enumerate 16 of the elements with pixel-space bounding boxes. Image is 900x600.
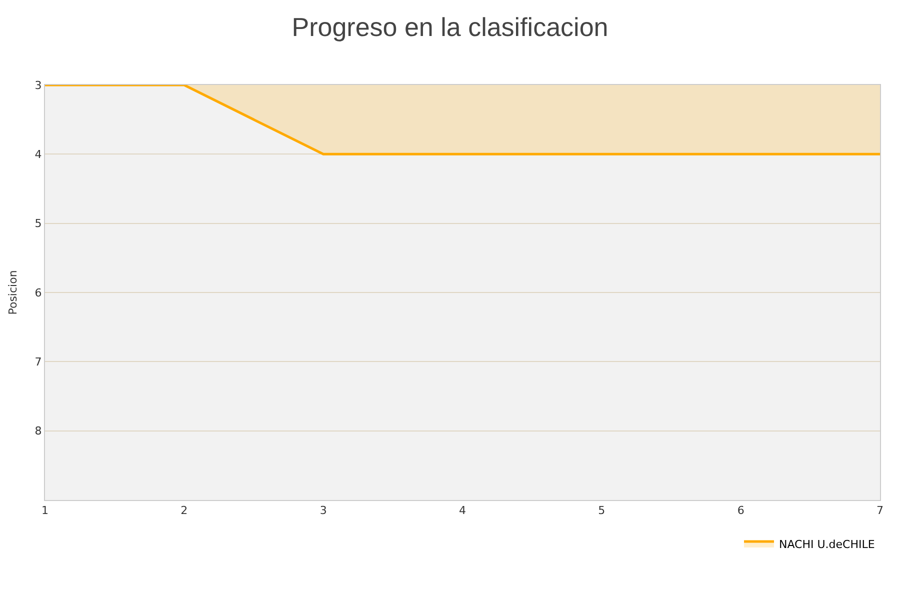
legend-label: NACHI U.deCHILE	[779, 538, 875, 551]
x-tick-label: 6	[737, 504, 744, 518]
y-tick-label: 7	[34, 356, 42, 369]
x-tick-label: 5	[598, 504, 606, 518]
x-tick-label: 7	[876, 504, 884, 518]
x-tick-label: 4	[459, 504, 466, 518]
x-tick-label: 2	[180, 504, 188, 518]
chart-title: Progreso en la clasificacion	[292, 12, 608, 42]
y-tick-label: 3	[34, 78, 42, 92]
y-axis-title: Posicion	[6, 270, 20, 315]
y-tick-label: 8	[34, 424, 42, 438]
y-tick-label: 4	[34, 148, 42, 162]
y-tick-label: 5	[34, 217, 42, 230]
x-tick-label: 1	[42, 504, 48, 518]
y-tick-label: 6	[34, 286, 42, 300]
x-tick-label: 3	[320, 504, 327, 518]
